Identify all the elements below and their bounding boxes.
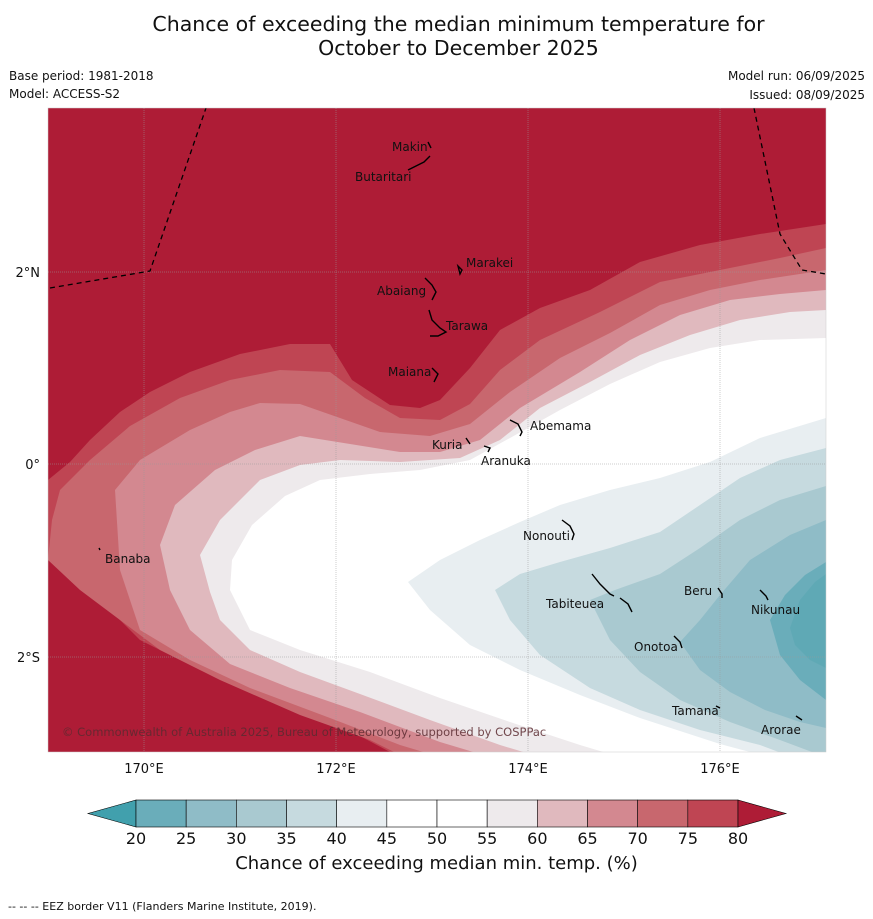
colorbar-tick-label: 20 bbox=[126, 829, 146, 848]
colorbar-tick-label: 60 bbox=[527, 829, 547, 848]
island-label: Beru bbox=[684, 584, 712, 598]
colorbar-swatch bbox=[587, 799, 638, 828]
colorbar-swatch bbox=[436, 799, 488, 828]
colorbar-tick-label: 65 bbox=[577, 829, 597, 848]
island-label: Kuria bbox=[432, 438, 463, 452]
island-labels: Makin Butaritari Marakei Abaiang Tarawa … bbox=[105, 140, 801, 737]
colorbar-tick-label: 25 bbox=[176, 829, 196, 848]
eez-footnote: -- -- -- EEZ border V11 (Flanders Marine… bbox=[8, 900, 317, 913]
title-line-2: October to December 2025 bbox=[318, 36, 599, 60]
colorbar-tick-label: 50 bbox=[427, 829, 447, 848]
lat-tick-label: 2°S bbox=[17, 651, 40, 666]
colorbar-label: Chance of exceeding median min. temp. (%… bbox=[235, 853, 638, 874]
colorbar-swatch bbox=[687, 799, 739, 828]
lon-tick-label: 176°E bbox=[700, 762, 740, 777]
lon-tick-label: 174°E bbox=[508, 762, 548, 777]
colorbar-tick-label: 35 bbox=[276, 829, 296, 848]
island-label: Abaiang bbox=[377, 284, 426, 298]
model-run: Model run: 06/09/2025 bbox=[727, 69, 865, 83]
island-label: Abemama bbox=[530, 419, 591, 433]
eez-border bbox=[49, 108, 826, 289]
island-label: Nonouti bbox=[523, 529, 570, 543]
map-frame bbox=[47, 107, 827, 753]
colorbar-tick-label: 45 bbox=[377, 829, 397, 848]
island-label: Tabiteuea bbox=[545, 597, 604, 611]
colorbar-extend-high bbox=[737, 799, 788, 828]
island-label: Nikunau bbox=[751, 603, 800, 617]
island-label: Maiana bbox=[388, 365, 431, 379]
island-label: Aranuka bbox=[481, 454, 531, 468]
island-label: Banaba bbox=[105, 552, 151, 566]
lat-tick-labels: 2°N 0° 2°S bbox=[16, 266, 41, 666]
colorbar: 20 25 30 35 40 45 50 55 60 65 70 75 80 bbox=[86, 799, 788, 848]
copyright-notice: © Commonwealth of Australia 2025, Bureau… bbox=[62, 725, 546, 739]
colorbar-swatch bbox=[185, 799, 237, 828]
colorbar-swatch bbox=[486, 799, 538, 828]
island-label: Marakei bbox=[466, 256, 513, 270]
lon-tick-label: 170°E bbox=[124, 762, 164, 777]
forecast-map: Makin Butaritari Marakei Abaiang Tarawa … bbox=[16, 107, 827, 848]
colorbar-swatch bbox=[236, 799, 287, 828]
colorbar-swatch bbox=[637, 799, 689, 828]
band-25 bbox=[680, 520, 826, 728]
island-outlines bbox=[98, 141, 803, 721]
colorbar-swatch bbox=[537, 799, 588, 828]
colorbar-swatch bbox=[286, 799, 337, 828]
colorbar-swatch bbox=[135, 799, 187, 828]
island-label: Tarawa bbox=[445, 319, 488, 333]
island-label: Tamana bbox=[671, 704, 719, 718]
lon-tick-labels: 170°E 172°E 174°E 176°E bbox=[124, 762, 740, 777]
colorbar-tick-label: 75 bbox=[678, 829, 698, 848]
colorbar-tick-label: 55 bbox=[477, 829, 497, 848]
colorbar-tick-label: 70 bbox=[627, 829, 647, 848]
graticule bbox=[48, 108, 826, 752]
base-period: Base period: 1981-2018 bbox=[9, 69, 154, 83]
island-label: Makin bbox=[392, 140, 428, 154]
title-line-1: Chance of exceeding the median minimum t… bbox=[152, 12, 765, 36]
island-label: Onotoa bbox=[634, 640, 678, 654]
band-15 bbox=[790, 574, 826, 668]
model-name: Model: ACCESS-S2 bbox=[9, 87, 121, 101]
island-label: Butaritari bbox=[355, 170, 412, 184]
colorbar-swatch bbox=[386, 799, 438, 828]
colorbar-tick-label: 80 bbox=[728, 829, 748, 848]
lon-tick-label: 172°E bbox=[316, 762, 356, 777]
colorbar-tick-label: 40 bbox=[326, 829, 346, 848]
map-area: Makin Butaritari Marakei Abaiang Tarawa … bbox=[48, 108, 826, 752]
lat-tick-label: 2°N bbox=[16, 266, 41, 281]
colorbar-swatch bbox=[336, 799, 388, 828]
island-label: Arorae bbox=[761, 723, 801, 737]
colorbar-extend-low bbox=[86, 799, 137, 828]
issued-date: Issued: 08/09/2025 bbox=[749, 88, 865, 102]
chart-title: Chance of exceeding the median minimum t… bbox=[0, 12, 873, 60]
lat-tick-label: 0° bbox=[25, 458, 40, 473]
colorbar-tick-label: 30 bbox=[226, 829, 246, 848]
